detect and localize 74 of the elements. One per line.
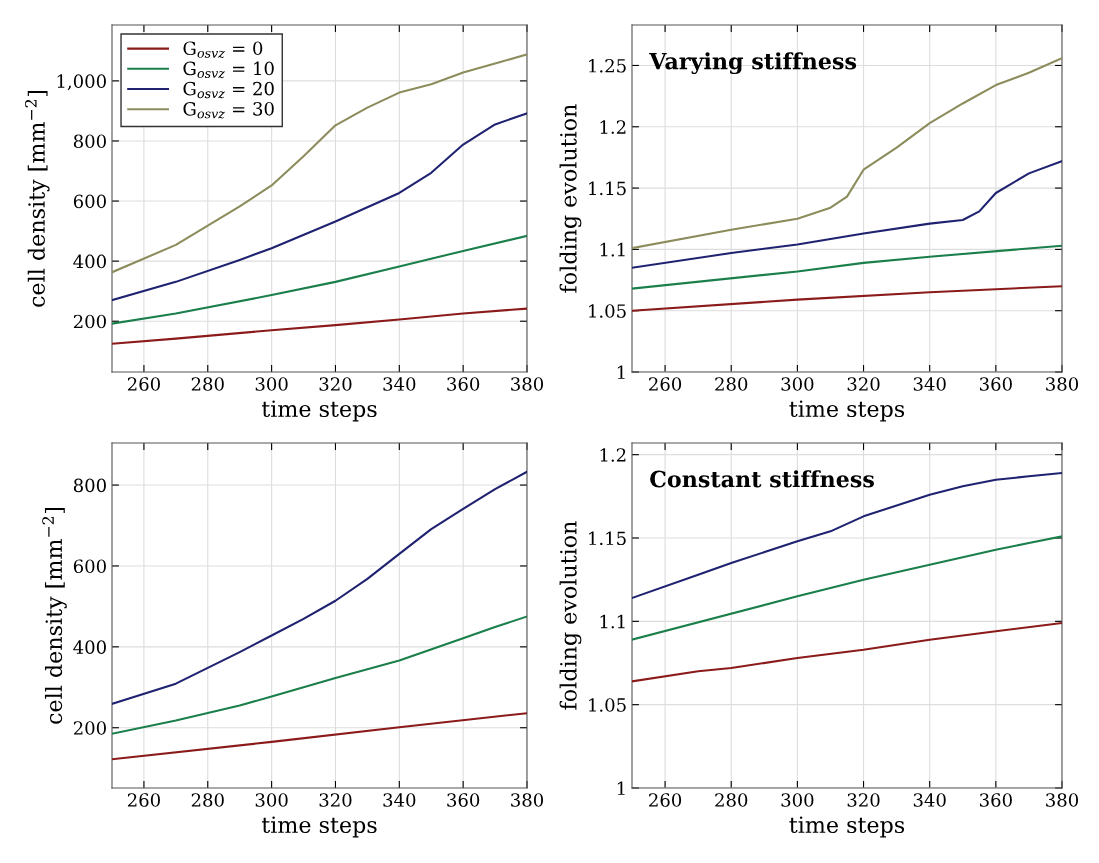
x-tick-label: 300 bbox=[255, 793, 288, 807]
x-tick-label: 260 bbox=[127, 377, 160, 391]
x-tick-label: 300 bbox=[781, 793, 814, 807]
x-tick-label: 260 bbox=[127, 793, 160, 807]
x-tick-label: 380 bbox=[1046, 793, 1079, 807]
legend-label: G$_{osvz}$ = 30 bbox=[183, 101, 274, 119]
x-tick-label: 260 bbox=[649, 377, 682, 391]
x-tick-label: 280 bbox=[191, 377, 224, 391]
x-tick-label: 280 bbox=[191, 793, 224, 807]
y-tick-label: 600 bbox=[73, 559, 106, 574]
y-tick-label: 200 bbox=[73, 721, 106, 735]
x-tick-label: 360 bbox=[979, 793, 1012, 807]
legend-label: G$_{osvz}$ = 10 bbox=[183, 61, 274, 79]
y-tick-label: 1,000 bbox=[57, 74, 106, 91]
y-axis-title: cell density [mm$^{−2}$] bbox=[25, 91, 50, 307]
y-tick-label: 800 bbox=[73, 134, 106, 149]
y-axis-title: folding evolution bbox=[559, 104, 582, 293]
line-series bbox=[632, 244, 1062, 290]
line-series bbox=[112, 470, 527, 705]
x-tick-label: 280 bbox=[715, 793, 748, 807]
y-tick-label: 200 bbox=[73, 314, 106, 329]
x-tick-label: 320 bbox=[847, 793, 880, 807]
x-tick-label: 320 bbox=[847, 377, 880, 391]
line-series bbox=[112, 234, 527, 325]
x-tick-label: 340 bbox=[383, 377, 416, 391]
line-series bbox=[632, 285, 1062, 312]
x-tick-label: 360 bbox=[447, 377, 480, 391]
x-tick-label: 300 bbox=[255, 377, 288, 391]
line-series bbox=[632, 621, 1062, 683]
x-tick-label: 380 bbox=[511, 377, 544, 391]
y-tick-label: 1.1 bbox=[600, 614, 625, 629]
y-tick-label: 400 bbox=[73, 254, 106, 269]
x-tick-label: 360 bbox=[979, 377, 1012, 391]
y-tick-label: 1.2 bbox=[600, 120, 626, 134]
line-series bbox=[632, 160, 1062, 269]
line-series bbox=[632, 535, 1062, 641]
y-tick-label: 400 bbox=[73, 640, 106, 654]
y-tick-label: 800 bbox=[73, 478, 106, 493]
annotation: Constant stiffness bbox=[650, 470, 874, 488]
y-tick-label: 1.25 bbox=[589, 58, 626, 73]
x-tick-label: 260 bbox=[649, 793, 682, 807]
y-tick-label: 1.05 bbox=[589, 698, 626, 712]
x-tick-label: 280 bbox=[715, 377, 748, 391]
x-axis-title: time steps bbox=[261, 816, 377, 838]
line-series bbox=[112, 307, 527, 345]
x-tick-label: 340 bbox=[383, 793, 416, 807]
line-series bbox=[112, 615, 527, 735]
line-series bbox=[112, 712, 527, 761]
x-tick-label: 380 bbox=[511, 793, 544, 807]
x-axis-title: time steps bbox=[789, 816, 905, 838]
y-tick-label: 1.1 bbox=[600, 242, 625, 257]
line-series bbox=[632, 471, 1062, 600]
line-series bbox=[112, 53, 527, 274]
legend-label: G$_{osvz}$ = 20 bbox=[183, 81, 274, 99]
y-tick-label: 600 bbox=[73, 194, 106, 209]
x-tick-label: 360 bbox=[447, 793, 480, 807]
x-tick-label: 300 bbox=[781, 377, 814, 391]
y-tick-label: 1.05 bbox=[589, 304, 626, 318]
y-tick-label: 1 bbox=[617, 781, 625, 795]
x-tick-label: 340 bbox=[913, 377, 946, 391]
x-tick-label: 340 bbox=[913, 793, 946, 807]
x-axis-title: time steps bbox=[261, 400, 377, 422]
x-tick-label: 380 bbox=[1046, 377, 1079, 391]
x-tick-label: 320 bbox=[319, 377, 352, 391]
y-tick-label: 1.15 bbox=[589, 531, 626, 546]
y-tick-label: 1.15 bbox=[589, 181, 626, 196]
y-axis-title: cell density [mm$^{−2}$] bbox=[42, 508, 67, 724]
y-axis-title: folding evolution bbox=[559, 521, 582, 710]
y-tick-label: 1 bbox=[617, 365, 625, 379]
y-tick-label: 1.2 bbox=[600, 448, 626, 462]
legend-label: G$_{osvz}$ = 0 bbox=[183, 41, 263, 58]
x-axis-title: time steps bbox=[789, 400, 905, 422]
x-tick-label: 320 bbox=[319, 793, 352, 807]
annotation: Varying stiffness bbox=[649, 52, 857, 75]
